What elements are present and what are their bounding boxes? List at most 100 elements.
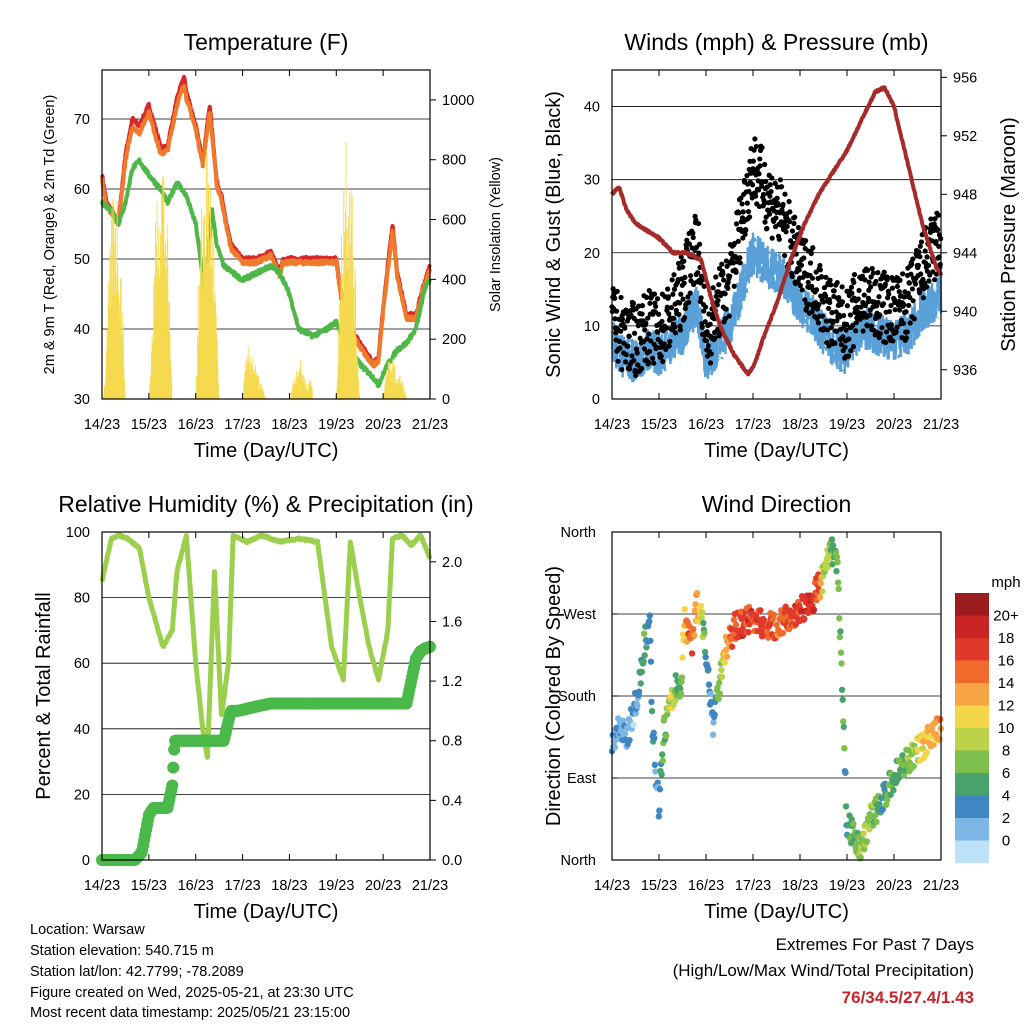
gust-point (920, 295, 926, 301)
gust-point (715, 297, 721, 304)
gust-point (866, 279, 872, 285)
y-tick-label: South (558, 689, 596, 705)
gust-point (833, 328, 840, 335)
gust-point (723, 306, 729, 312)
y-right-tick-label: 0.4 (442, 793, 462, 809)
direction-point (701, 630, 708, 637)
gust-point (707, 321, 713, 327)
gust-point (775, 202, 781, 208)
y-tick-label: West (563, 607, 596, 623)
gust-point (875, 299, 881, 306)
gust-point (699, 324, 705, 330)
gust-point (759, 144, 765, 151)
direction-point (630, 721, 637, 729)
direction-point (662, 732, 670, 740)
y-right-tick-label: 948 (953, 187, 977, 203)
x-tick-label: 21/23 (412, 878, 448, 894)
direction-point (658, 771, 665, 778)
gust-point (791, 220, 797, 227)
gust-point (677, 327, 684, 333)
direction-point (647, 658, 655, 665)
gust-point (864, 323, 870, 329)
direction-point (641, 652, 648, 659)
direction-point (679, 654, 686, 661)
gust-point (859, 273, 866, 279)
gust-point (937, 261, 943, 267)
gust-point (645, 359, 652, 365)
gust-point (856, 287, 862, 294)
gust-point (906, 302, 912, 309)
gust-point (681, 258, 687, 264)
direction-point (688, 650, 696, 657)
gust-point (873, 278, 879, 285)
gust-point (719, 261, 725, 267)
gust-point (733, 221, 740, 227)
gust-point (912, 281, 919, 287)
speed-legend: mph 20+ 18 16 14 12 10 8 6 4 2 0 (955, 574, 1021, 863)
direction-point (698, 614, 705, 622)
y-tick-label: North (561, 853, 596, 869)
gust-point (677, 300, 683, 306)
panel-1: Temperature (F) 14/23 15/23 16/23 17/23 18/23… (42, 29, 504, 462)
gust-point (809, 275, 816, 281)
legend-title: mph (991, 574, 1020, 591)
gust-point (815, 320, 822, 326)
gust-point (829, 310, 835, 316)
gust-point (901, 301, 907, 308)
direction-point (679, 631, 687, 638)
y-tick-label: 40 (74, 722, 90, 738)
gust-point (723, 258, 729, 264)
gust-point (925, 262, 932, 269)
gust-point (643, 294, 650, 300)
gust-point (893, 329, 899, 335)
panel-title: Winds (mph) & Pressure (mb) (624, 29, 928, 55)
gust-point (909, 286, 916, 292)
extremes-subheading: (High/Low/Max Wind/Total Precipitation) (672, 961, 974, 980)
gust-point (918, 271, 924, 277)
gust-point (869, 265, 875, 272)
direction-point (611, 744, 619, 751)
direction-point (828, 536, 836, 543)
gust-point (883, 329, 890, 335)
gust-point (916, 290, 923, 296)
direction-point (833, 567, 840, 575)
gust-point (735, 238, 741, 244)
x-tick-label: 18/23 (782, 417, 818, 433)
gust-point (676, 311, 682, 318)
gust-point (631, 330, 638, 336)
direction-point (655, 813, 663, 820)
gust-point (851, 271, 858, 278)
panel-3: Relative Humidity (%) & Precipitation (i… (33, 491, 474, 923)
direction-point (937, 715, 944, 723)
gust-point (769, 175, 775, 181)
gust-point (918, 239, 925, 245)
gust-point (839, 299, 846, 305)
y-right-tick-label: 944 (953, 246, 977, 262)
direction-point (770, 611, 778, 619)
gust-point (672, 330, 679, 336)
gust-point (617, 345, 623, 351)
gust-point (888, 322, 894, 328)
gust-point (726, 313, 732, 319)
gust-point (769, 235, 775, 241)
gust-point (773, 215, 779, 221)
gust-point (665, 294, 672, 300)
gust-point (690, 234, 696, 241)
recent-data-text: Most recent data timestamp: 2025/05/21 2… (30, 1005, 351, 1021)
direction-point (667, 693, 674, 700)
direction-point (677, 685, 684, 692)
gust-point (701, 283, 707, 289)
gust-point (922, 248, 928, 254)
panel-2: Winds (mph) & Pressure (mb) 14/23 15/23 16/… (543, 29, 1020, 462)
precip-point (167, 761, 180, 774)
gust-point (817, 267, 823, 273)
gust-point (843, 327, 849, 333)
gust-point (767, 193, 773, 199)
legend-label: 4 (1002, 788, 1010, 805)
gust-point (667, 338, 673, 345)
gust-point (778, 184, 785, 190)
direction-point (690, 626, 697, 633)
gust-point (871, 299, 878, 305)
gust-point (721, 277, 727, 283)
x-tick-label: 15/23 (131, 878, 167, 894)
